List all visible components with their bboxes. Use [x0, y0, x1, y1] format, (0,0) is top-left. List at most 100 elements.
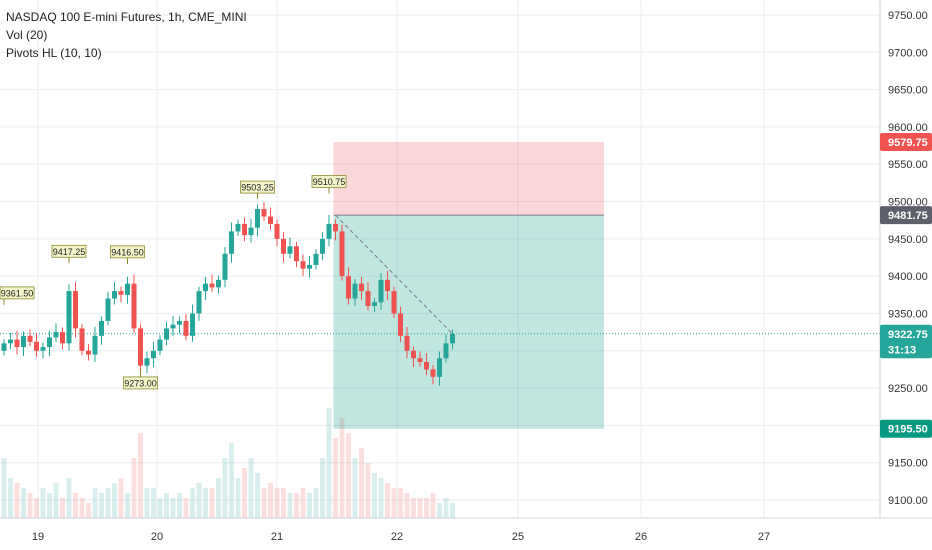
chart-legend: NASDAQ 100 E-mini Futures, 1h, CME_MINI …: [6, 8, 247, 62]
candle-body: [411, 350, 416, 359]
candle-body: [242, 223, 247, 236]
volume-bar: [281, 488, 286, 518]
volume-bar: [365, 463, 371, 518]
volume-bar: [60, 498, 65, 518]
price-label-bg: [880, 133, 932, 152]
volume-bar: [443, 498, 449, 518]
pivot-label: 9416.50: [111, 247, 144, 257]
candle-body: [450, 333, 455, 344]
time-tick-label: 19: [32, 531, 44, 543]
volume-bar: [268, 483, 273, 518]
candle-body: [359, 283, 364, 292]
time-tick-label: 27: [758, 531, 770, 543]
candle-body: [385, 279, 390, 292]
pivot-label-box: [0, 286, 35, 300]
candle-body: [8, 339, 13, 344]
volume-bar: [424, 498, 429, 518]
volume-bar: [411, 498, 416, 518]
volume-bar: [352, 458, 358, 518]
volume-bar: [229, 443, 234, 518]
candle-body: [417, 358, 423, 362]
candle-body: [378, 279, 384, 303]
candle-body: [437, 358, 442, 377]
time-tick-label: 25: [512, 531, 524, 543]
volume-bar: [300, 488, 306, 518]
volume-bar: [203, 488, 208, 518]
candle-body: [112, 291, 117, 299]
volume-bar: [216, 478, 221, 518]
candle-body: [170, 324, 176, 329]
candle-body: [79, 328, 85, 351]
price-tick-label: 9750.00: [888, 10, 928, 22]
volume-bar: [47, 493, 52, 518]
price-tick-label: 9250.00: [888, 383, 928, 395]
candle-body: [261, 209, 267, 217]
candle-body: [424, 361, 429, 370]
symbol-title[interactable]: NASDAQ 100 E-mini Futures, 1h, CME_MINI: [6, 10, 247, 24]
candle-body: [196, 291, 202, 314]
candle-body: [183, 320, 189, 336]
volume-bar: [404, 493, 410, 518]
volume-bar: [430, 493, 436, 518]
time-scale-bg: [0, 518, 932, 550]
volume-bar: [339, 418, 345, 518]
candle-body: [365, 291, 371, 306]
volume-bar: [261, 488, 267, 518]
volume-bar: [320, 458, 325, 518]
candle-body: [352, 283, 358, 299]
volume-bar: [190, 488, 195, 518]
price-tick-label: 9700.00: [888, 47, 928, 59]
time-tick-label: 20: [151, 531, 163, 543]
pivot-label-box: [51, 244, 87, 258]
volume-bar: [164, 493, 169, 518]
pivot-label: 9417.25: [53, 247, 86, 257]
volume-bar: [112, 483, 117, 518]
time-tick-label: 26: [635, 531, 647, 543]
candle-body: [229, 231, 234, 254]
volume-bar: [307, 493, 312, 518]
volume-bar: [222, 458, 228, 518]
time-tick-label: 21: [271, 531, 283, 543]
candle-body: [398, 313, 403, 336]
volume-bar: [255, 473, 260, 518]
candle-body: [281, 238, 286, 254]
price-tick-label: 9100.00: [888, 495, 928, 507]
price-label-bg: [880, 324, 932, 343]
price-tick-label: 9600.00: [888, 122, 928, 134]
candle-body: [300, 261, 306, 269]
volume-bar: [294, 493, 299, 518]
price-label: 9322.75: [888, 329, 928, 341]
candle-body: [164, 328, 169, 340]
candle-body: [248, 227, 254, 236]
candle-body: [209, 283, 215, 288]
candle-body: [320, 238, 325, 254]
pivot-labels: 9361.50 9417.25 9416.50 9273.00 9503.25 9510.…: [0, 175, 347, 390]
time-tick-label: 22: [391, 531, 403, 543]
volume-bar: [1, 458, 7, 518]
volume-bar: [66, 478, 72, 518]
candle-body: [34, 341, 39, 351]
volume-bar: [326, 408, 332, 518]
pivot-label-box: [240, 180, 275, 194]
candle-body: [14, 339, 20, 348]
candle-body: [21, 335, 26, 348]
volume-bar: [27, 493, 33, 518]
candle-body: [430, 369, 436, 377]
volume-bar: [14, 483, 20, 518]
volume-bar: [248, 458, 254, 518]
time-scale: 19 20 21 22 25 26 27: [32, 531, 770, 543]
candle-body: [40, 347, 46, 351]
candle-body: [216, 279, 221, 288]
pivots-indicator-label[interactable]: Pivots HL (10, 10): [6, 46, 102, 60]
candle-body: [235, 223, 241, 232]
volume-bar: [125, 493, 130, 518]
volume-bar: [417, 498, 423, 518]
candle-body: [138, 328, 143, 366]
candle-body: [92, 335, 98, 355]
candle-body: [1, 343, 7, 351]
candle-body: [326, 223, 332, 239]
price-tick-label: 9450.00: [888, 234, 928, 246]
volume-indicator-label[interactable]: Vol (20): [6, 28, 48, 42]
volume-bar: [8, 478, 13, 518]
